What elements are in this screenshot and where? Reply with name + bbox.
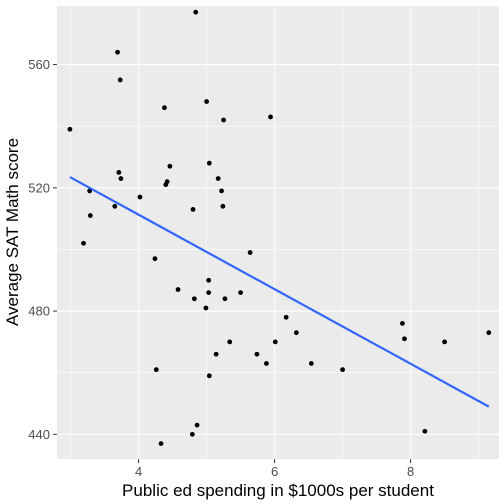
data-point [227, 339, 233, 345]
data-point [193, 9, 199, 15]
data-point [112, 203, 118, 209]
data-point [486, 330, 492, 336]
data-point [222, 296, 228, 302]
data-point [118, 176, 124, 181]
y-axis-ticks: 440 480 520 560 [28, 57, 57, 442]
data-point [191, 296, 197, 302]
data-point [203, 305, 209, 311]
major-gridlines [57, 6, 499, 459]
data-points [67, 9, 492, 446]
data-point [87, 213, 93, 218]
y-tick-label: 440 [28, 427, 50, 442]
data-point [152, 256, 158, 262]
data-point [117, 77, 123, 83]
x-tick-label: 8 [407, 464, 414, 479]
data-point [115, 49, 120, 55]
data-point [67, 126, 73, 132]
data-point [220, 203, 226, 209]
data-point [215, 176, 221, 181]
data-point [422, 428, 428, 434]
data-point [340, 367, 345, 373]
data-point [81, 240, 86, 246]
data-point [272, 339, 278, 345]
data-point [254, 351, 260, 357]
data-point [194, 422, 200, 428]
data-point [206, 277, 212, 283]
x-tick-label: 4 [135, 464, 142, 479]
data-point [206, 160, 212, 166]
data-point [137, 194, 143, 200]
panel-background [57, 6, 499, 459]
data-point [308, 361, 314, 366]
y-tick-label: 480 [28, 304, 50, 319]
data-point [247, 250, 253, 255]
data-point [442, 339, 447, 345]
data-point [268, 114, 273, 120]
data-point [167, 163, 173, 169]
data-point [162, 105, 167, 111]
data-point [175, 287, 181, 292]
data-point [206, 373, 212, 379]
data-point [213, 351, 219, 357]
y-tick-label: 520 [28, 180, 50, 195]
data-point [158, 441, 164, 446]
x-tick-label: 6 [271, 464, 278, 479]
data-point [221, 117, 227, 123]
data-point [238, 290, 244, 295]
data-point [293, 330, 299, 336]
y-tick-label: 560 [28, 57, 50, 72]
data-point [402, 336, 407, 342]
data-point [206, 290, 212, 295]
data-point [204, 99, 210, 104]
data-point [400, 321, 405, 326]
x-axis-ticks: 4 6 8 [135, 459, 414, 479]
data-point [190, 206, 196, 212]
data-point [189, 431, 195, 437]
data-point [219, 188, 224, 194]
data-point [283, 314, 289, 320]
x-axis-title: Public ed spending in $1000s per student [122, 481, 434, 500]
data-point [164, 179, 170, 185]
regression-line [69, 176, 490, 408]
data-point [153, 367, 159, 373]
minor-gridlines [57, 6, 499, 459]
data-point [116, 170, 122, 175]
data-point [264, 361, 269, 366]
y-axis-title: Average SAT Math score [3, 138, 22, 326]
